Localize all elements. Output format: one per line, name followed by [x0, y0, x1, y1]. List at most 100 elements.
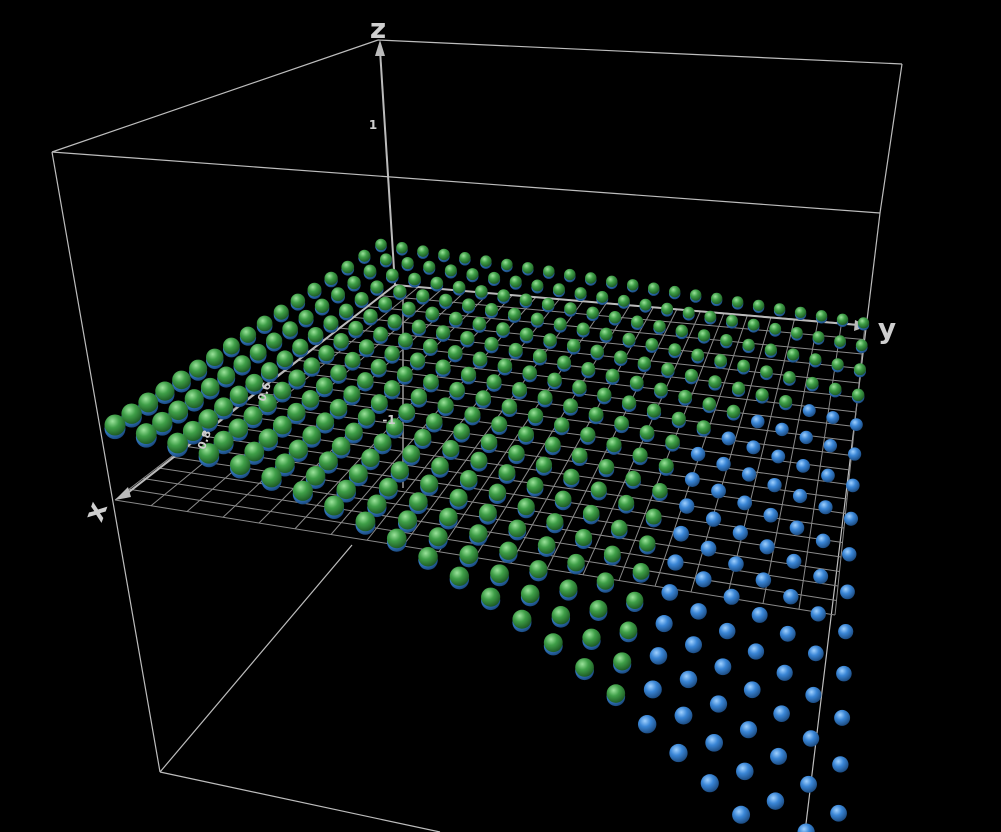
sphere-upper: [230, 454, 251, 475]
sphere-upper: [606, 275, 618, 288]
sphere-lower: [800, 775, 817, 793]
sphere-upper: [517, 498, 535, 516]
sphere-upper: [384, 345, 400, 362]
sphere-upper: [720, 333, 733, 347]
sphere-upper: [449, 488, 468, 507]
sphere-upper: [276, 350, 294, 368]
sphere-upper: [518, 426, 534, 443]
sphere-upper: [639, 535, 656, 552]
sphere-upper: [537, 536, 556, 554]
sphere-upper: [184, 389, 204, 409]
sphere-upper: [834, 335, 846, 347]
sphere-upper: [682, 306, 695, 319]
sphere-lower: [695, 571, 712, 588]
sphere-upper: [668, 285, 681, 298]
sphere-upper: [590, 344, 604, 358]
sphere-upper: [530, 312, 544, 326]
sphere-upper: [378, 296, 393, 311]
sphere-upper: [737, 359, 750, 373]
sphere-upper: [228, 418, 248, 438]
sphere-lower: [667, 554, 684, 571]
sphere-upper: [499, 541, 518, 560]
sphere-upper: [475, 285, 488, 298]
sphere-upper: [589, 600, 608, 618]
sphere-upper: [282, 321, 298, 337]
sphere-upper: [598, 458, 615, 475]
sphere-lower: [673, 525, 689, 542]
sphere-upper: [459, 470, 478, 488]
y-tick-label: -1: [382, 413, 395, 427]
sphere-upper: [323, 315, 339, 331]
sphere-upper: [315, 377, 334, 395]
sphere-upper: [581, 362, 596, 376]
box-edge: [51, 151, 881, 214]
sphere-upper: [423, 260, 436, 273]
sphere-upper: [652, 482, 668, 499]
sphere-upper: [596, 572, 615, 590]
sphere-upper: [386, 528, 407, 549]
sphere-upper: [576, 322, 590, 336]
sphere-upper: [460, 330, 475, 346]
sphere-upper: [363, 308, 378, 324]
sphere-upper: [425, 306, 440, 321]
sphere-lower: [679, 498, 695, 514]
sphere-lower: [813, 568, 829, 584]
x-arrow: [115, 487, 131, 500]
sphere-upper: [214, 397, 234, 417]
sphere-upper: [668, 343, 682, 357]
sphere-upper: [764, 343, 777, 356]
sphere-lower: [789, 520, 805, 536]
sphere-lower: [834, 709, 851, 726]
sphere-upper: [462, 298, 476, 312]
sphere-lower: [679, 670, 698, 689]
sphere-upper: [836, 313, 849, 326]
sphere-upper: [423, 373, 439, 390]
sphere-upper: [563, 398, 578, 414]
sphere-upper: [318, 451, 338, 471]
sphere-upper: [622, 332, 636, 346]
sphere-upper: [442, 439, 460, 458]
sphere-upper: [575, 658, 594, 677]
sphere-upper: [535, 456, 553, 473]
sphere-upper: [726, 314, 738, 327]
sphere-upper: [479, 503, 497, 522]
box-edge: [879, 63, 903, 214]
sphere-upper: [314, 298, 330, 314]
sphere-upper: [554, 417, 570, 433]
sphere-upper: [501, 398, 518, 415]
sphere-upper: [398, 403, 416, 421]
sphere-upper: [444, 264, 457, 277]
sphere-lower: [799, 430, 813, 445]
grid-line: [474, 304, 631, 558]
sphere-lower: [840, 584, 855, 600]
sphere-upper: [603, 545, 621, 563]
sphere-lower: [821, 468, 835, 483]
sphere-upper: [559, 579, 578, 598]
sphere-upper: [336, 479, 356, 500]
sphere-lower: [830, 804, 847, 822]
sphere-upper: [396, 242, 408, 254]
sphere-upper: [217, 366, 236, 385]
sphere-upper: [292, 338, 309, 355]
sphere-lower: [807, 645, 824, 662]
sphere-upper: [522, 262, 534, 274]
sphere-upper: [481, 587, 501, 607]
sphere-lower: [845, 478, 860, 493]
sphere-lower: [746, 440, 761, 455]
sphere-upper: [566, 338, 581, 353]
sphere-upper: [348, 320, 364, 336]
sphere-lower: [849, 418, 863, 432]
sphere-lower: [723, 588, 740, 605]
sphere-upper: [639, 425, 655, 440]
sphere-lower: [732, 525, 748, 541]
sphere-lower: [815, 533, 831, 549]
sphere-lower: [826, 411, 840, 425]
sphere-upper: [243, 406, 263, 426]
sphere-lower: [823, 439, 838, 453]
box-edge: [804, 212, 881, 832]
sphere-upper: [461, 366, 477, 382]
sphere-upper: [571, 447, 588, 464]
sphere-upper: [520, 584, 540, 604]
sphere-upper: [614, 415, 629, 431]
